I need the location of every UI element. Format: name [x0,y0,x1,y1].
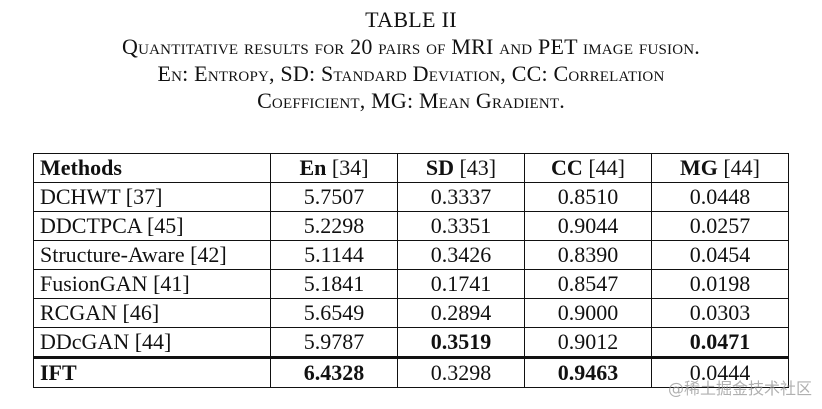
mg-cell: 0.0444 [651,356,789,388]
method-cell: RCGAN [46] [33,298,271,328]
results-table: Methods En [34] SD [43] CC [44] MG [44] … [33,153,789,388]
sd-cell: 0.1741 [397,269,525,299]
cc-cell: 0.9012 [524,327,652,358]
header-mg: MG [44] [651,153,789,183]
header-sd: SD [43] [397,153,525,183]
method-cell: DDCTPCA [45] [33,211,271,241]
mg-cell: 0.0303 [651,298,789,328]
header-en-ref: [34] [331,155,369,180]
cc-cell: 0.8390 [524,240,652,270]
caption-line-3: Coefficient, MG: Mean Gradient. [257,88,565,113]
sd-cell: 0.3351 [397,211,525,241]
table-row: DDCTPCA [45] 5.2298 0.3351 0.9044 0.0257 [33,211,789,241]
header-cc-ref: [44] [588,155,625,180]
mg-cell: 0.0454 [651,240,789,270]
en-cell: 5.9787 [270,327,398,358]
sd-cell: 0.3298 [397,356,525,388]
header-methods: Methods [33,153,271,183]
table-row: RCGAN [46] 5.6549 0.2894 0.9000 0.0303 [33,298,789,328]
header-sd-ref: [43] [459,155,497,180]
header-en-name: En [299,155,327,180]
watermark: @稀土掘金技术社区 [667,379,812,398]
cc-cell: 0.9463 [524,356,652,388]
table-row: FusionGAN [41] 5.1841 0.1741 0.8547 0.0198 [33,269,789,299]
table-caption: TABLE II Quantitative results for 20 pai… [0,6,822,114]
caption-line-2: En: Entropy, SD: Standard Deviation, CC:… [157,61,665,86]
en-cell: 5.6549 [270,298,398,328]
en-cell: 5.7507 [270,182,398,212]
caption-line-1: Quantitative results for 20 pairs of MRI… [122,34,700,59]
en-cell: 5.1841 [270,269,398,299]
sd-cell: 0.3519 [397,327,525,358]
mg-cell: 0.0257 [651,211,789,241]
en-cell: 5.1144 [270,240,398,270]
cc-cell: 0.8547 [524,269,652,299]
table-row: DCHWT [37] 5.7507 0.3337 0.8510 0.0448 [33,182,789,212]
method-cell: DCHWT [37] [33,182,271,212]
mg-cell: 0.0471 [651,327,789,358]
en-cell: 6.4328 [270,356,398,388]
header-row: Methods En [34] SD [43] CC [44] MG [44] [33,153,789,183]
mg-cell: 0.0448 [651,182,789,212]
table-row: IFT 6.4328 0.3298 0.9463 0.0444 [33,356,789,388]
sd-cell: 0.3426 [397,240,525,270]
header-cc: CC [44] [524,153,652,183]
cc-cell: 0.8510 [524,182,652,212]
table-row: Structure-Aware [42] 5.1144 0.3426 0.8390 0.… [33,240,789,270]
table-body: DCHWT [37] 5.7507 0.3337 0.8510 0.0448 DDCTPC… [33,182,789,388]
sd-cell: 0.2894 [397,298,525,328]
en-cell: 5.2298 [270,211,398,241]
header-mg-ref: [44] [723,155,761,180]
cc-cell: 0.9044 [524,211,652,241]
sd-cell: 0.3337 [397,182,525,212]
method-cell: FusionGAN [41] [33,269,271,299]
header-mg-name: MG [679,155,718,180]
header-cc-name: CC [551,155,583,180]
header-en: En [34] [270,153,398,183]
table-row: DDcGAN [44] 5.9787 0.3519 0.9012 0.0471 [33,327,789,358]
header-methods-name: Methods [40,155,122,180]
table-label: TABLE II [365,7,457,32]
method-cell: DDcGAN [44] [33,327,271,358]
header-sd-name: SD [425,155,454,180]
cc-cell: 0.9000 [524,298,652,328]
mg-cell: 0.0198 [651,269,789,299]
method-cell: IFT [33,356,271,388]
method-cell: Structure-Aware [42] [33,240,271,270]
